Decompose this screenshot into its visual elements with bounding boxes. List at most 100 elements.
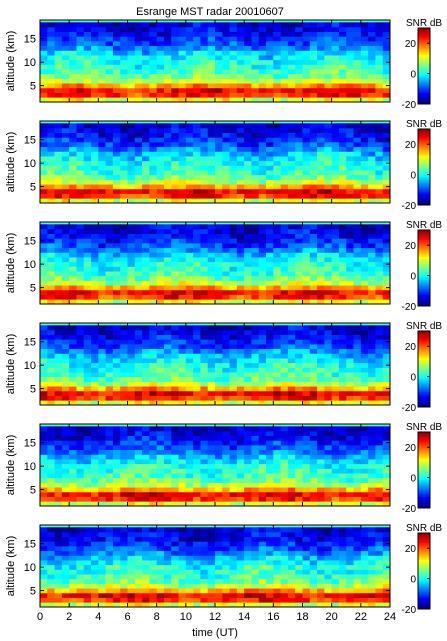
heatmap-cell (251, 55, 260, 61)
heatmap-cell (309, 299, 318, 305)
heatmap-cell (112, 188, 121, 194)
heatmap-cell (105, 574, 114, 580)
heatmap-cell (149, 257, 157, 263)
heatmap-cell (382, 78, 391, 84)
heatmap-cell (127, 501, 136, 507)
heatmap-cell (222, 146, 230, 152)
heatmap-cell (193, 83, 201, 89)
heatmap-cell (69, 156, 77, 162)
heatmap-cell (244, 233, 252, 239)
heatmap-cell (382, 252, 391, 258)
colorbar-segment (418, 231, 430, 235)
heatmap-cell (324, 64, 332, 70)
heatmap-cell (69, 27, 77, 33)
heatmap-cell (346, 299, 354, 305)
colorbar-segment (418, 470, 430, 473)
heatmap-cell (324, 41, 332, 47)
heatmap-cell (273, 473, 281, 479)
heatmap-cell (273, 238, 281, 244)
heatmap-cell (280, 36, 289, 42)
heatmap-cell (295, 487, 303, 493)
heatmap-cell (324, 294, 332, 300)
heatmap-cell (142, 602, 150, 608)
heatmap-cell (98, 376, 106, 382)
heatmap-cell (382, 325, 391, 331)
heatmap-cell (105, 55, 114, 61)
heatmap-cell (105, 92, 114, 98)
heatmap-cell (331, 31, 340, 37)
heatmap-cell (185, 294, 194, 300)
heatmap-cell (178, 165, 187, 171)
heatmap-cell (331, 69, 340, 75)
heatmap-cell (193, 386, 201, 392)
heatmap-cell (258, 289, 267, 295)
heatmap-cell (142, 170, 150, 176)
heatmap-cell (353, 395, 362, 401)
heatmap-cell (222, 299, 230, 305)
colorbar-segment (418, 490, 430, 494)
heatmap-cell (142, 454, 150, 460)
heatmap-cell (222, 546, 230, 552)
heatmap-cell (215, 289, 223, 295)
heatmap-cell (47, 463, 55, 469)
y-tick-label: 10 (24, 158, 36, 170)
heatmap-cell (83, 560, 92, 566)
heatmap-cell (47, 160, 55, 166)
heatmap-cell (317, 59, 325, 65)
heatmap-cell (127, 376, 136, 382)
heatmap-cell (338, 459, 347, 465)
heatmap-cell (47, 390, 55, 396)
heatmap-cell (61, 330, 70, 336)
heatmap-cell (207, 151, 216, 157)
heatmap-cell (382, 482, 391, 488)
heatmap-cell (47, 92, 55, 98)
heatmap-cell (61, 289, 70, 295)
heatmap-cell (368, 233, 376, 239)
heatmap-cell (105, 83, 114, 89)
heatmap-cell (317, 132, 325, 138)
heatmap-cell (346, 97, 354, 103)
heatmap-cell (353, 160, 362, 166)
heatmap-cell (40, 491, 48, 497)
heatmap-cell (309, 252, 318, 258)
heatmap-cell (273, 73, 281, 79)
heatmap-cell (178, 532, 187, 538)
heatmap-cell (353, 299, 362, 305)
colorbar-segment (418, 193, 430, 196)
heatmap-cell (69, 362, 77, 368)
heatmap-cell (375, 477, 384, 483)
heatmap-cell (69, 390, 77, 396)
heatmap-cell (251, 266, 260, 272)
heatmap-cell (127, 367, 136, 373)
colorbar-segment (418, 342, 430, 345)
heatmap-cell (309, 395, 318, 401)
heatmap-cell (200, 367, 209, 373)
heatmap-cell (382, 426, 391, 432)
heatmap-cell (229, 165, 238, 171)
heatmap-cell (105, 564, 114, 570)
heatmap-cell (207, 334, 216, 340)
heatmap-cell (258, 463, 267, 469)
heatmap-cell (280, 78, 289, 84)
heatmap-cell (309, 137, 318, 143)
heatmap-cell (222, 381, 230, 387)
heatmap-cell (134, 179, 143, 185)
heatmap-cell (382, 468, 391, 474)
heatmap-cell (331, 146, 340, 152)
heatmap-cell (200, 78, 209, 84)
heatmap-cell (368, 376, 376, 382)
heatmap-cell (331, 280, 340, 286)
heatmap-cell (105, 170, 114, 176)
heatmap-cell (149, 193, 157, 199)
heatmap-cell (302, 22, 311, 28)
heatmap-cell (149, 353, 157, 359)
heatmap-cell (338, 454, 347, 460)
heatmap-cell (295, 188, 303, 194)
heatmap-cell (156, 137, 165, 143)
heatmap-cell (222, 482, 230, 488)
heatmap-cell (251, 289, 260, 295)
heatmap-cell (149, 92, 157, 98)
heatmap-cell (47, 247, 55, 253)
heatmap-cell (360, 294, 369, 300)
colorbar-segment (418, 462, 430, 465)
